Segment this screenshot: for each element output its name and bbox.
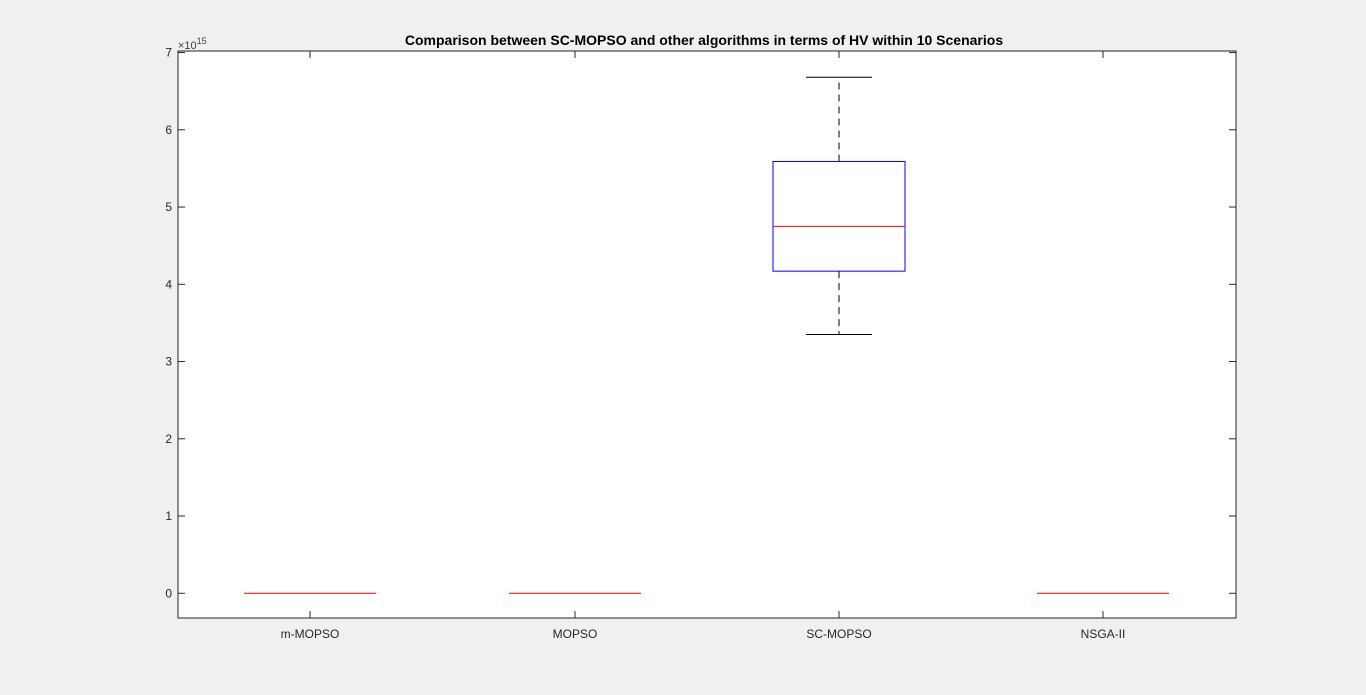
x-tick-label: NSGA-II <box>1081 627 1126 641</box>
box-plot-marks <box>244 76 1169 594</box>
y-tick-label: 2 <box>165 432 172 446</box>
y-tick-label: 6 <box>165 123 172 137</box>
x-tick-label: m-MOPSO <box>281 627 340 641</box>
y-exponent-base: ×10 <box>178 40 197 52</box>
x-tick-label: SC-MOPSO <box>806 627 871 641</box>
y-tick-label: 1 <box>165 509 172 523</box>
y-tick-label: 5 <box>165 200 172 214</box>
chart-title: Comparison between SC-MOPSO and other al… <box>405 32 1003 48</box>
y-exponent-power: 15 <box>197 36 207 46</box>
axes-box <box>177 50 1237 619</box>
y-tick-label: 7 <box>165 46 172 60</box>
axis-ticks: m-MOPSO MOPSO SC-MOPSO NSGA-II 0 1 2 3 4 5 6 7 <box>165 46 1236 641</box>
y-tick-label: 3 <box>165 355 172 369</box>
box <box>772 160 906 272</box>
x-tick-label: MOPSO <box>553 627 598 641</box>
box-group-sc-mopso <box>772 76 906 335</box>
plot-area <box>178 51 1236 618</box>
y-tick-label: 0 <box>165 586 172 600</box>
y-exponent-label: ×1015 <box>178 36 207 52</box>
y-tick-label: 4 <box>165 277 172 291</box>
